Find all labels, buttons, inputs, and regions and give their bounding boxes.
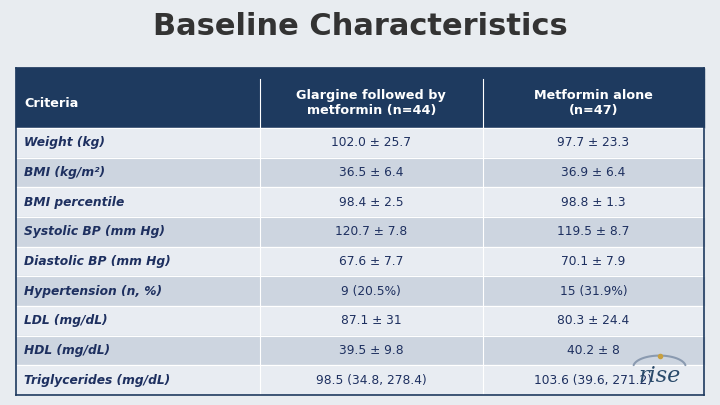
Bar (16, 365, 704, 395)
Text: 119.5 ± 8.7: 119.5 ± 8.7 (557, 225, 629, 238)
Text: BMI (kg/m²): BMI (kg/m²) (24, 166, 106, 179)
Text: 97.7 ± 23.3: 97.7 ± 23.3 (557, 136, 629, 149)
Text: 103.6 (39.6, 271.2): 103.6 (39.6, 271.2) (534, 373, 652, 386)
Text: Systolic BP (mm Hg): Systolic BP (mm Hg) (24, 225, 166, 238)
Text: Glargine followed by
metformin (n=44): Glargine followed by metformin (n=44) (297, 90, 446, 117)
Bar (16, 79, 260, 128)
Text: Baseline Characteristics: Baseline Characteristics (153, 12, 567, 41)
Bar (16, 68, 704, 79)
Text: 87.1 ± 31: 87.1 ± 31 (341, 314, 402, 327)
Text: 98.8 ± 1.3: 98.8 ± 1.3 (561, 196, 626, 209)
Text: Criteria: Criteria (24, 97, 79, 110)
Text: 98.5 (34.8, 278.4): 98.5 (34.8, 278.4) (316, 373, 427, 386)
Bar (16, 336, 704, 365)
Text: 67.6 ± 7.7: 67.6 ± 7.7 (339, 255, 403, 268)
Bar (482, 79, 704, 128)
Bar (16, 128, 704, 158)
Text: Metformin alone
(n=47): Metformin alone (n=47) (534, 90, 653, 117)
Text: 70.1 ± 7.9: 70.1 ± 7.9 (561, 255, 626, 268)
Bar (16, 276, 704, 306)
Text: Weight (kg): Weight (kg) (24, 136, 106, 149)
Text: 39.5 ± 9.8: 39.5 ± 9.8 (339, 344, 404, 357)
Text: Diastolic BP (mm Hg): Diastolic BP (mm Hg) (24, 255, 171, 268)
Bar (16, 217, 704, 247)
Text: 9 (20.5%): 9 (20.5%) (341, 285, 401, 298)
Text: HDL (mg/dL): HDL (mg/dL) (24, 344, 111, 357)
Text: Triglycerides (mg/dL): Triglycerides (mg/dL) (24, 373, 171, 386)
Text: 102.0 ± 25.7: 102.0 ± 25.7 (331, 136, 411, 149)
Text: 36.9 ± 6.4: 36.9 ± 6.4 (561, 166, 626, 179)
Text: LDL (mg/dL): LDL (mg/dL) (24, 314, 108, 327)
Text: 98.4 ± 2.5: 98.4 ± 2.5 (339, 196, 404, 209)
Text: 15 (31.9%): 15 (31.9%) (559, 285, 627, 298)
Text: BMI percentile: BMI percentile (24, 196, 125, 209)
Text: 120.7 ± 7.8: 120.7 ± 7.8 (336, 225, 408, 238)
Text: 40.2 ± 8: 40.2 ± 8 (567, 344, 620, 357)
Bar (260, 79, 482, 128)
Bar (16, 187, 704, 217)
Bar (16, 306, 704, 336)
Text: 36.5 ± 6.4: 36.5 ± 6.4 (339, 166, 404, 179)
Text: rise: rise (639, 365, 680, 387)
Text: Hypertension (n, %): Hypertension (n, %) (24, 285, 163, 298)
Bar (16, 247, 704, 276)
Bar (16, 158, 704, 187)
Text: 80.3 ± 24.4: 80.3 ± 24.4 (557, 314, 629, 327)
